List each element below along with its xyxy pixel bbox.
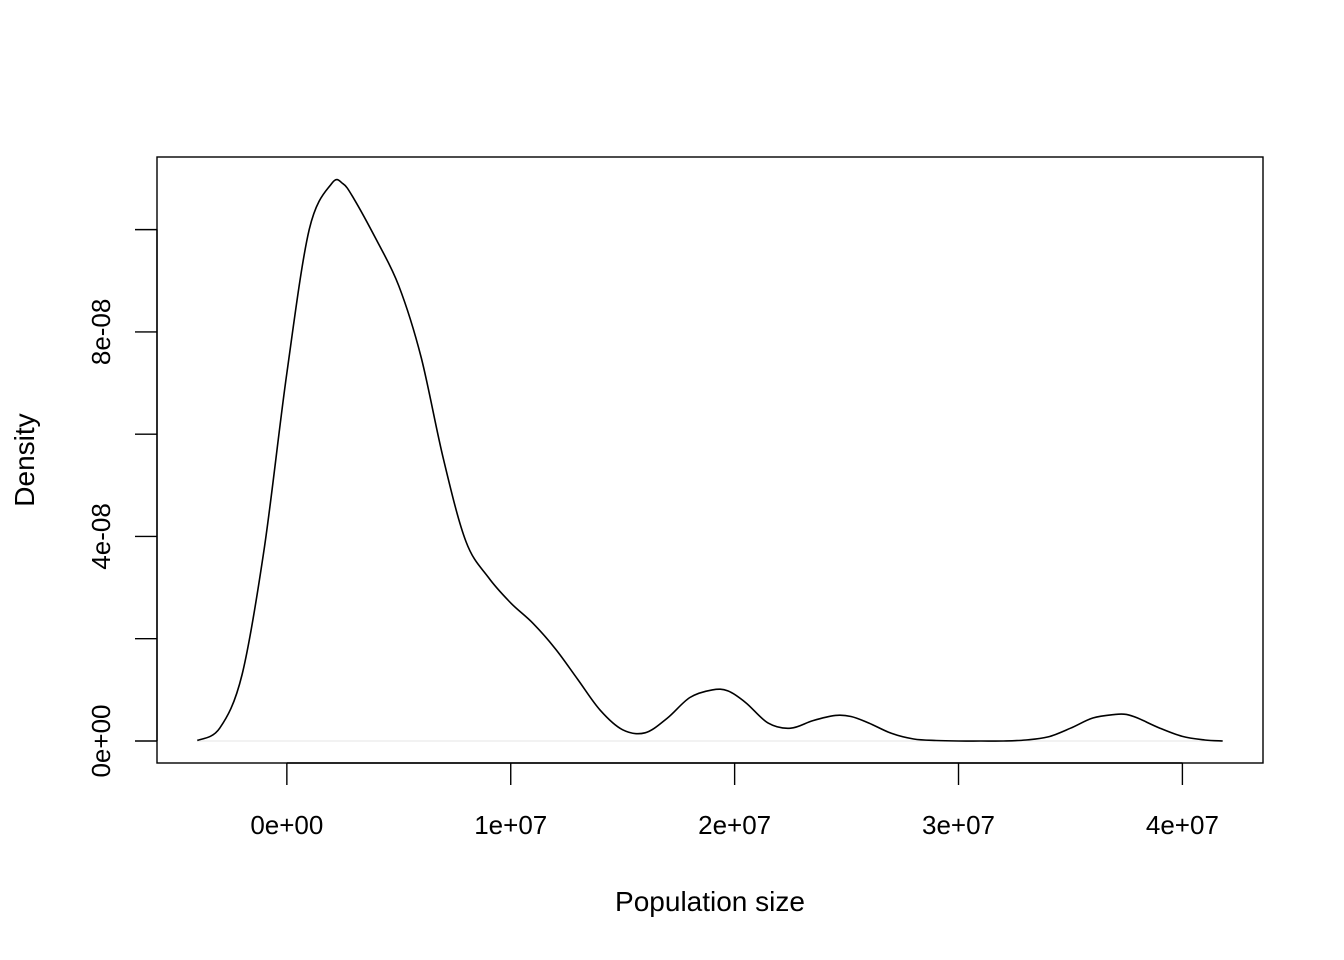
x-axis-title: Population size: [615, 886, 805, 917]
x-axis: 0e+00 1e+07 2e+07 3e+07 4e+07: [250, 762, 1219, 840]
x-tick-label: 1e+07: [474, 810, 547, 840]
density-curve: [196, 178, 1223, 742]
plot-frame: [156, 156, 1264, 764]
x-tick-label: 0e+00: [250, 810, 323, 840]
x-tick-label: 3e+07: [922, 810, 995, 840]
x-tick-label: 4e+07: [1146, 810, 1219, 840]
y-tick-label: 4e-08: [86, 503, 116, 570]
x-tick-label: 2e+07: [698, 810, 771, 840]
y-axis-title: Density: [9, 413, 40, 506]
y-axis: 0e+00 4e-08 8e-08: [86, 228, 158, 778]
y-tick-label: 0e+00: [86, 704, 116, 777]
y-tick-label: 8e-08: [86, 299, 116, 366]
